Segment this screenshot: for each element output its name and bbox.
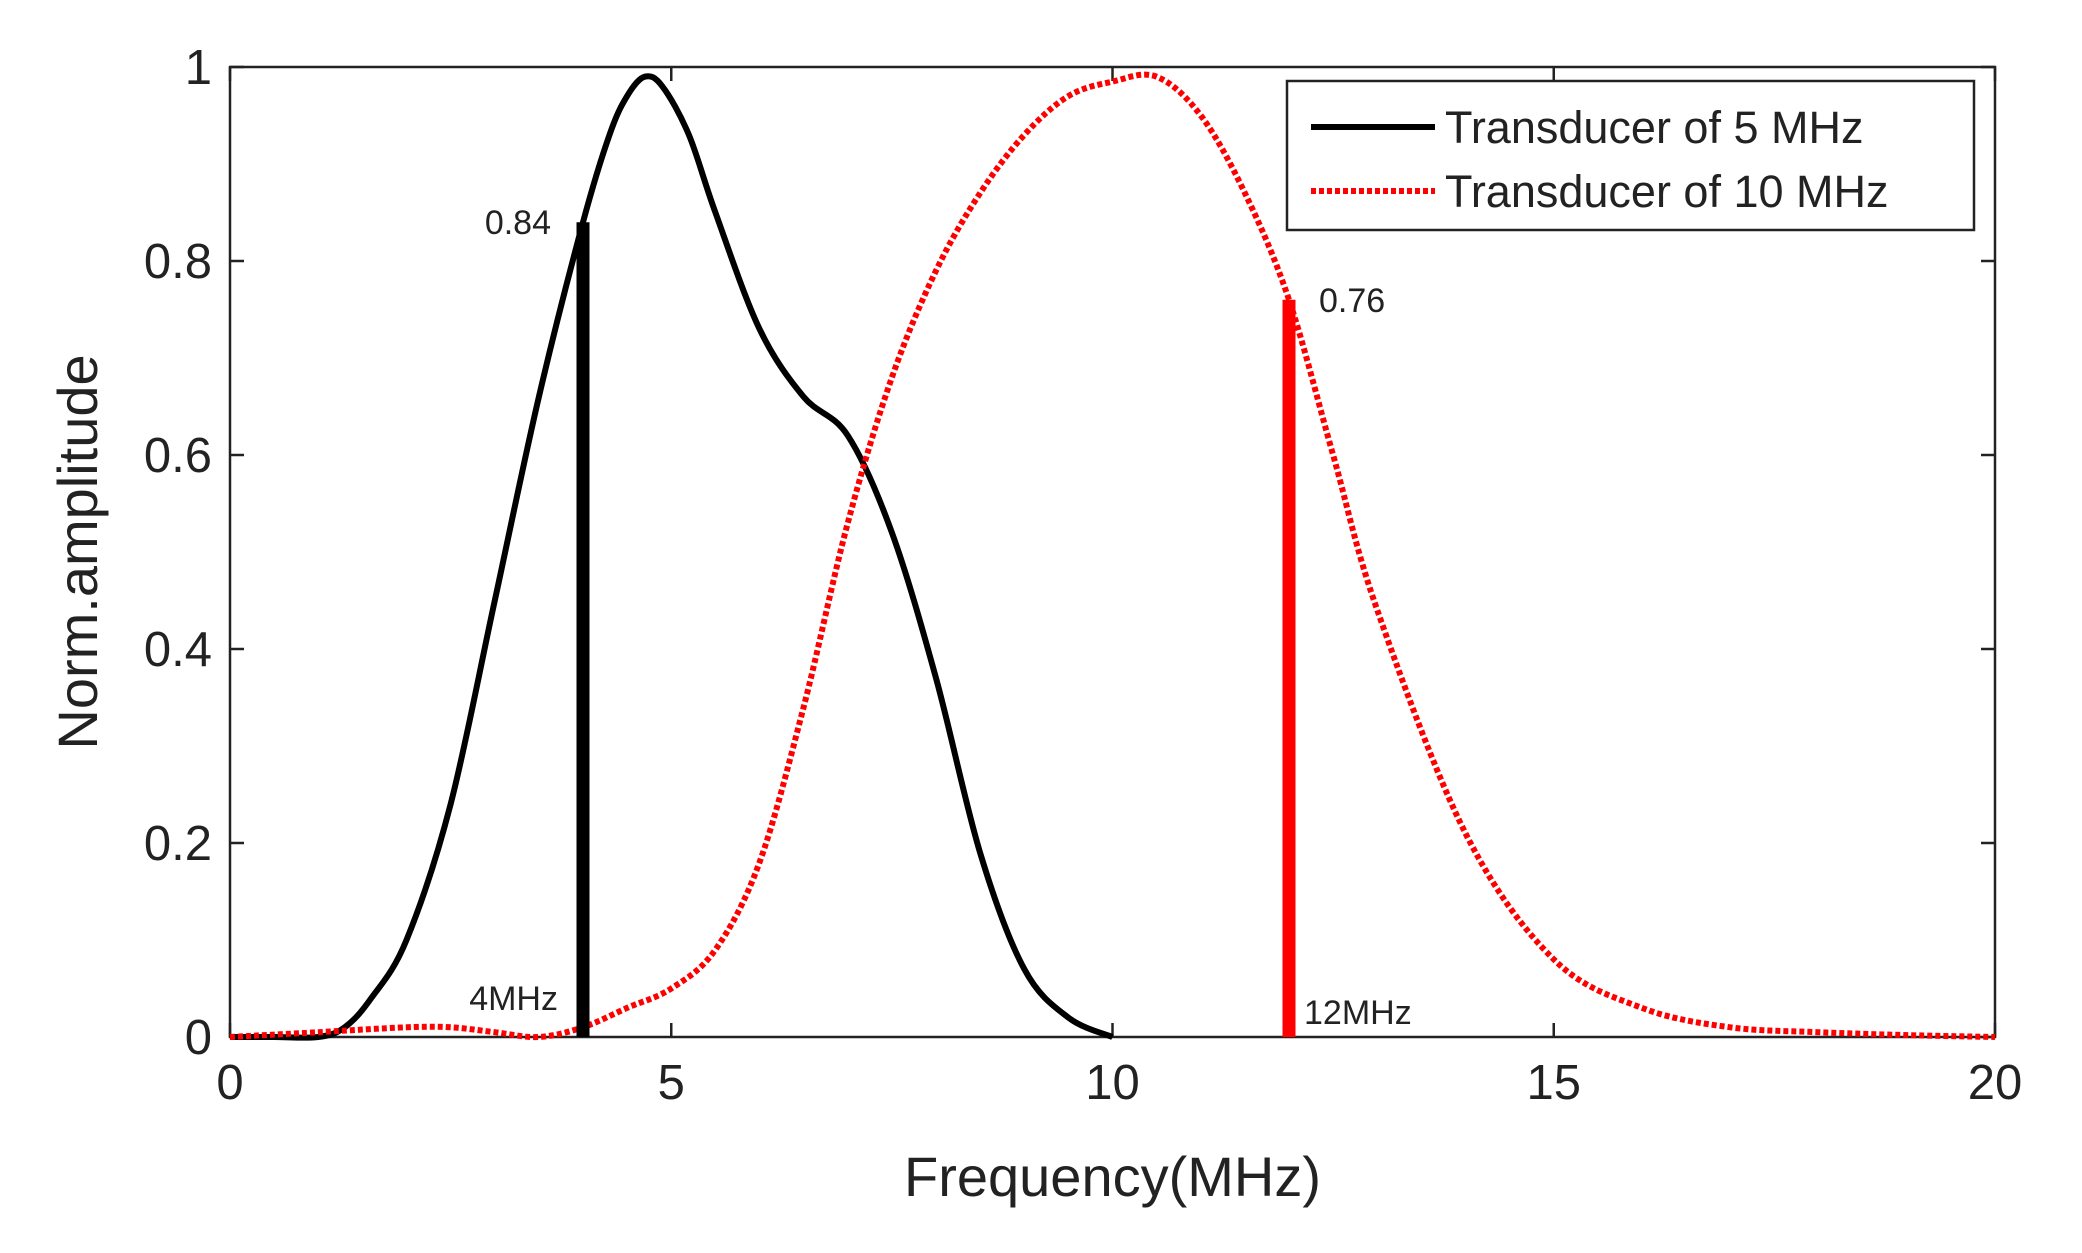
marker-value-label: 0.76	[1319, 282, 1385, 320]
y-tick-label: 0.8	[144, 235, 212, 289]
x-tick-label: 15	[1526, 1056, 1581, 1110]
legend: Transducer of 5 MHz Transducer of 10 MHz	[1285, 79, 1976, 232]
marker-value-label: 0.84	[485, 204, 551, 242]
x-axis-title: Frequency(MHz)	[904, 1145, 1321, 1208]
y-axis-title: Norm.amplitude	[46, 354, 109, 749]
y-tick-label: 0.4	[144, 623, 212, 677]
y-tick-label: 0.2	[144, 817, 212, 871]
y-tick-label: 0	[185, 1011, 212, 1065]
axis-ticks: 0 5 10 15 20 0 0.2 0.4 0.6 0.8 1	[144, 41, 2022, 1110]
marker-frequency-label: 12MHz	[1304, 994, 1412, 1032]
x-tick-label: 0	[216, 1056, 243, 1110]
y-tick-label: 0.6	[144, 429, 212, 483]
legend-label-5mhz: Transducer of 5 MHz	[1445, 102, 1863, 153]
marker-layer: 0.84 4MHz 0.76 12MHz	[469, 204, 1412, 1037]
y-tick-label: 1	[185, 41, 212, 95]
marker-frequency-label: 4MHz	[469, 980, 558, 1018]
legend-box	[1285, 79, 1976, 232]
x-tick-label: 20	[1968, 1056, 2023, 1110]
legend-label-10mhz: Transducer of 10 MHz	[1445, 166, 1889, 217]
series-line-5mhz	[229, 73, 1114, 1041]
x-tick-label: 5	[658, 1056, 685, 1110]
x-tick-label: 10	[1085, 1056, 1140, 1110]
